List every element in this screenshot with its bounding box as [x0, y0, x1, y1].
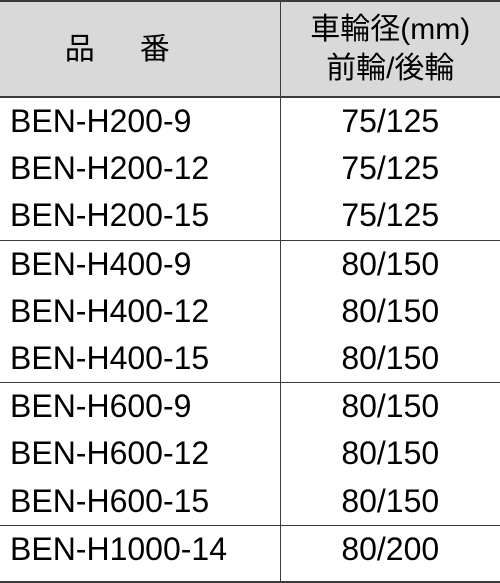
cell-part-no: BEN-H400-15 [0, 335, 280, 383]
table-row: BEN-H600-1280/150 [0, 430, 500, 477]
table-header: 品番 車輪径(mm) 前輪/後輪 [0, 1, 500, 97]
cell-wheel: 80/150 [280, 430, 500, 477]
cell-part-no: BEN-H600-15 [0, 478, 280, 526]
table-row: BEN-H200-1575/125 [0, 192, 500, 240]
table-row: BEN-H1000-1480/200 [0, 525, 500, 582]
column-header-wheel-line2: 前輪/後輪 [326, 52, 454, 85]
cell-wheel: 75/125 [280, 192, 500, 240]
table-row: BEN-H200-975/125 [0, 97, 500, 145]
cell-part-no: BEN-H1000-14 [0, 525, 280, 582]
cell-wheel: 80/200 [280, 525, 500, 582]
cell-wheel: 80/150 [280, 335, 500, 383]
cell-wheel: 80/150 [280, 478, 500, 526]
table-row: BEN-H200-1275/125 [0, 145, 500, 192]
table-row: BEN-H600-1580/150 [0, 478, 500, 526]
cell-wheel: 80/150 [280, 240, 500, 288]
column-header-wheel-line1: 車輪径(mm) [310, 13, 470, 46]
spec-table: 品番 車輪径(mm) 前輪/後輪 BEN-H200-975/125BEN-H20… [0, 0, 500, 583]
column-header-part-no: 品番 [0, 1, 280, 97]
cell-wheel: 80/150 [280, 383, 500, 431]
cell-part-no: BEN-H400-9 [0, 240, 280, 288]
cell-part-no: BEN-H400-12 [0, 288, 280, 335]
cell-part-no: BEN-H600-12 [0, 430, 280, 477]
cell-part-no: BEN-H200-15 [0, 192, 280, 240]
column-header-wheel: 車輪径(mm) 前輪/後輪 [280, 1, 500, 97]
cell-part-no: BEN-H200-9 [0, 97, 280, 145]
table-row: BEN-H600-980/150 [0, 383, 500, 431]
table-body: BEN-H200-975/125BEN-H200-1275/125BEN-H20… [0, 97, 500, 582]
table-row: BEN-H400-1280/150 [0, 288, 500, 335]
cell-part-no: BEN-H200-12 [0, 145, 280, 192]
table-row: BEN-H400-1580/150 [0, 335, 500, 383]
cell-part-no: BEN-H600-9 [0, 383, 280, 431]
table-row: BEN-H400-980/150 [0, 240, 500, 288]
cell-wheel: 75/125 [280, 97, 500, 145]
cell-wheel: 80/150 [280, 288, 500, 335]
cell-wheel: 75/125 [280, 145, 500, 192]
